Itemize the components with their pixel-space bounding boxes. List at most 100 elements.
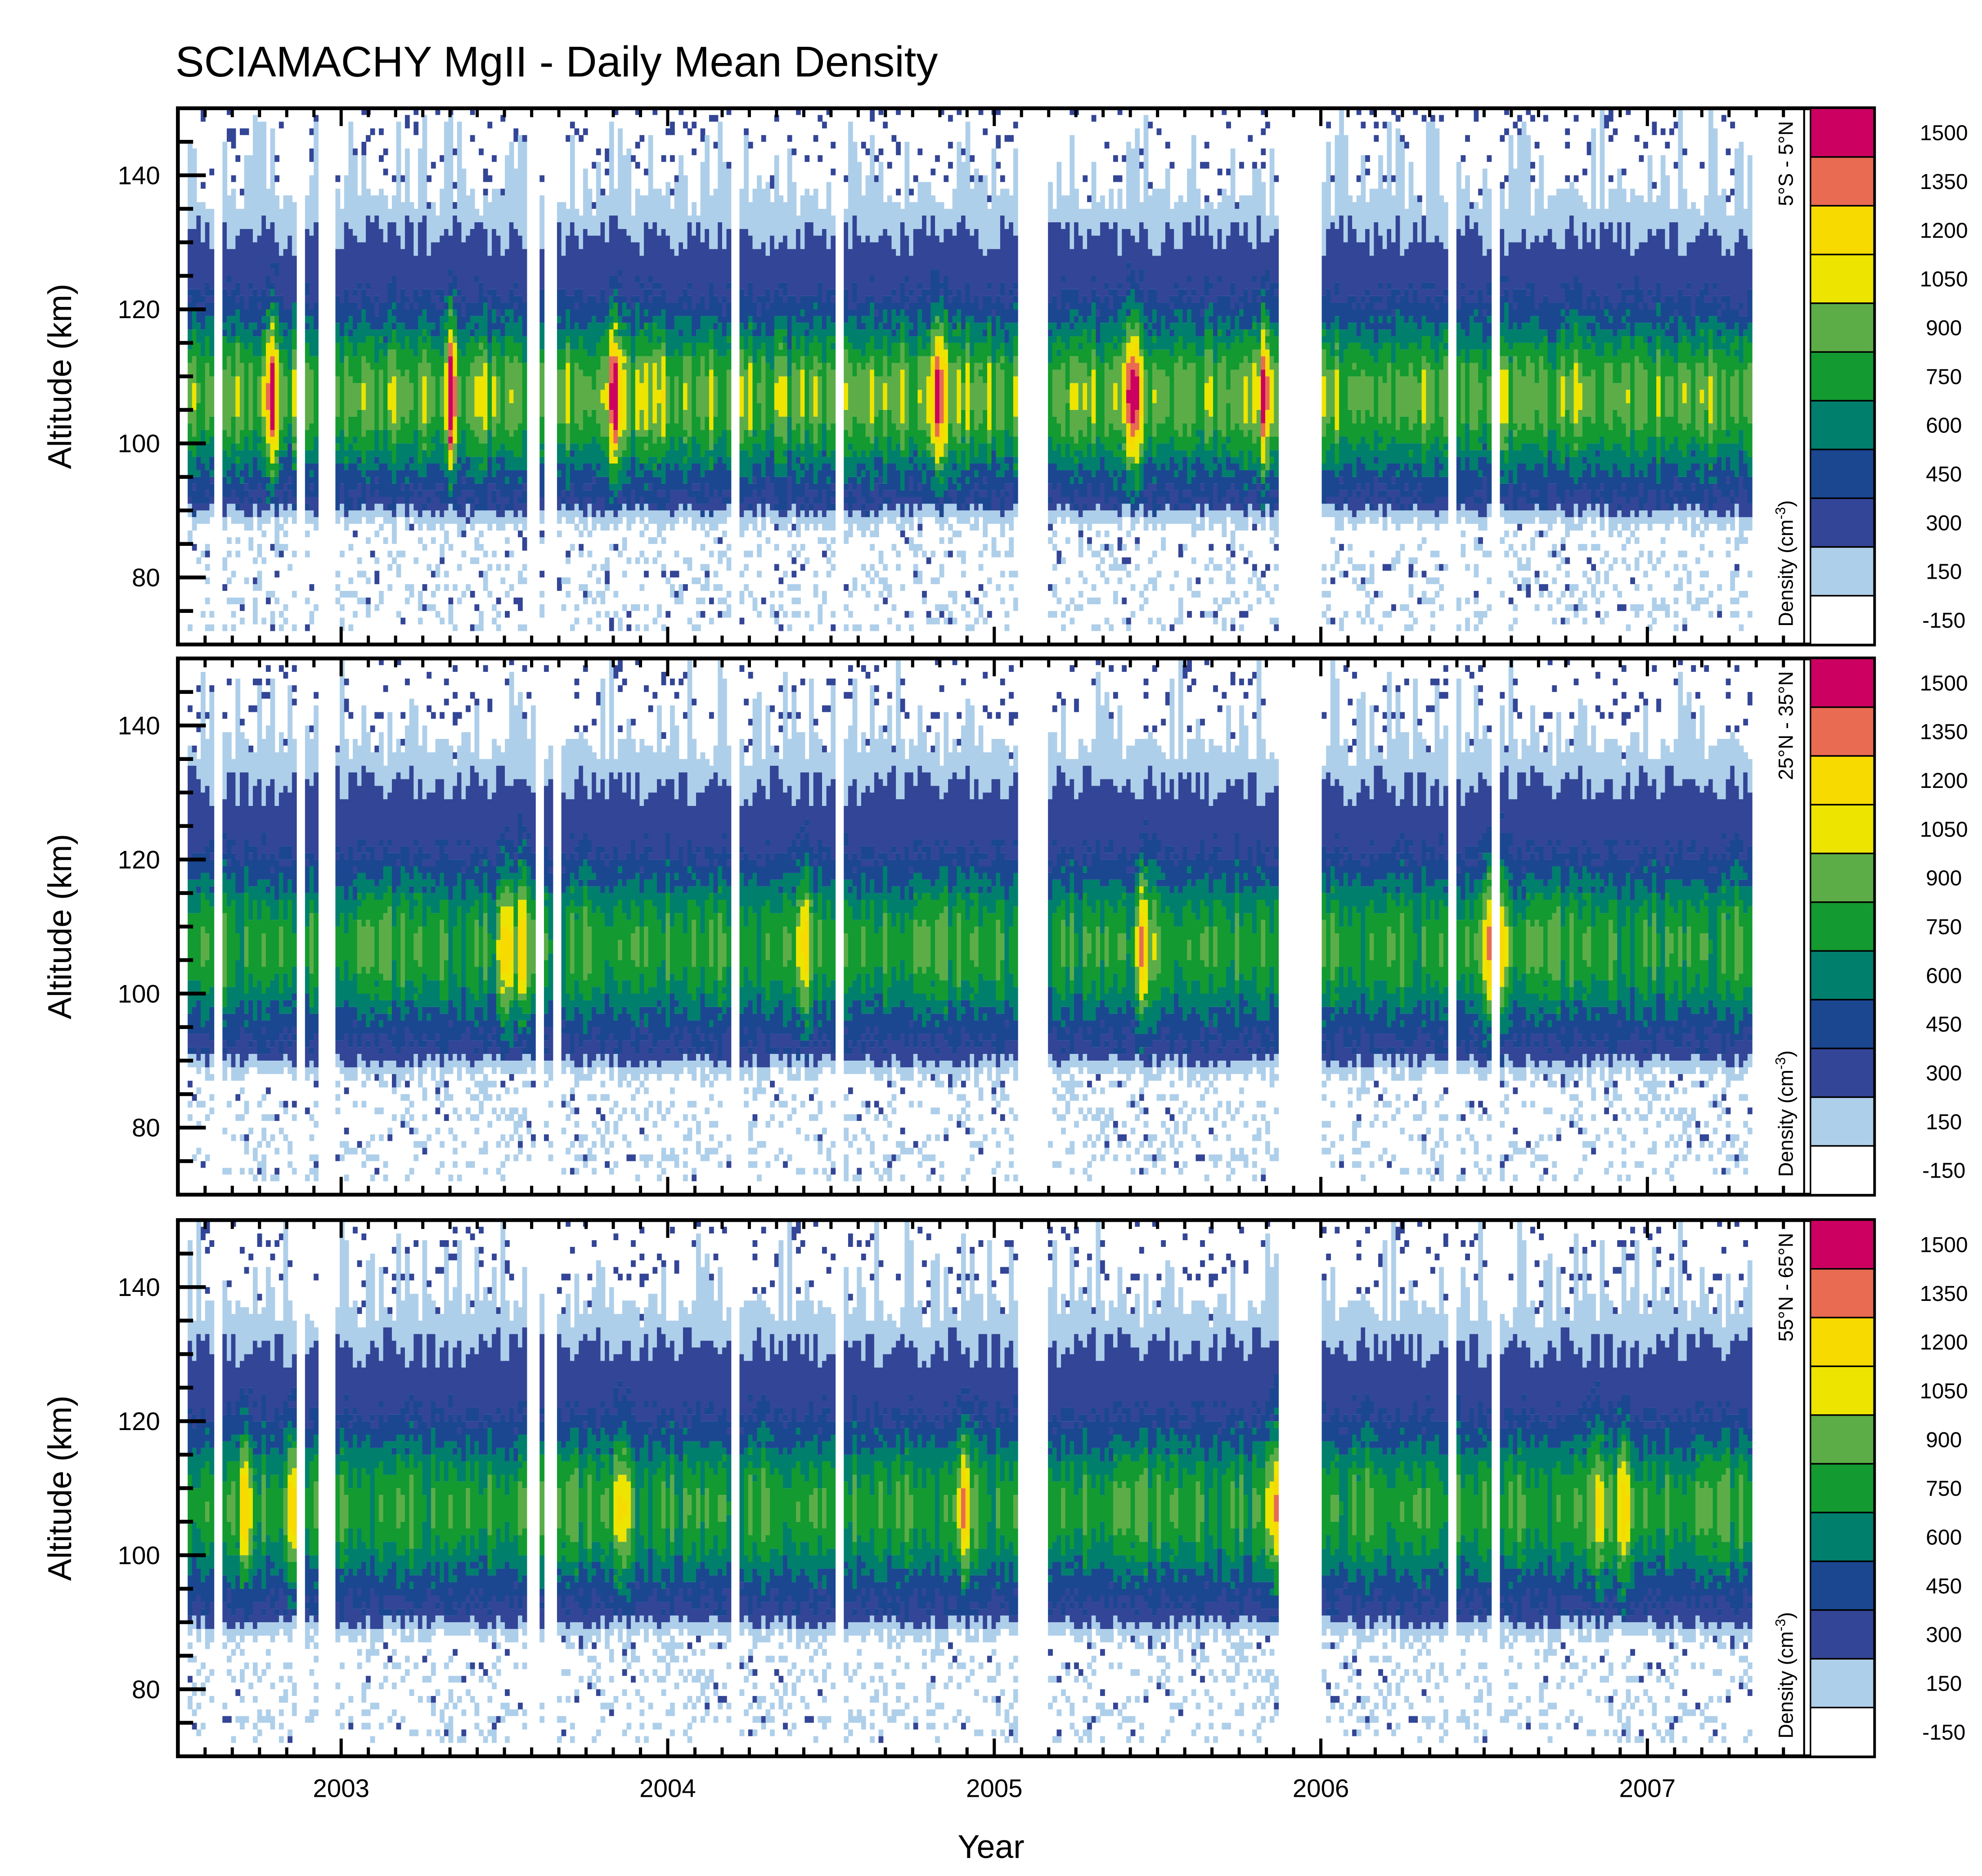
contour-cell [344, 463, 349, 470]
contour-cell [1521, 423, 1527, 444]
contour-cell [1465, 215, 1470, 303]
contour-cell [1352, 577, 1357, 585]
contour-cell [1117, 342, 1123, 356]
contour-cell [939, 282, 944, 289]
contour-cell [370, 195, 375, 222]
contour-cell [1078, 209, 1083, 236]
contour-cell [718, 457, 723, 497]
contour-cell [1091, 510, 1097, 524]
contour-cell [657, 342, 662, 350]
contour-cell [413, 329, 419, 356]
contour-cell [422, 450, 427, 477]
contour-cell [222, 329, 228, 337]
contour-cell [283, 530, 288, 537]
contour-cell [279, 463, 284, 470]
contour-cell [661, 229, 666, 289]
contour-cell [1530, 430, 1535, 444]
contour-cell [626, 557, 632, 564]
contour-cell [1361, 463, 1366, 490]
contour-cell [344, 457, 349, 464]
contour-cell [404, 443, 410, 464]
contour-cell [1074, 457, 1079, 464]
contour-cell [1378, 443, 1383, 450]
contour-cell [1556, 504, 1561, 517]
contour-cell [1083, 296, 1088, 323]
contour-cell [948, 617, 953, 625]
contour-cell [1078, 430, 1083, 450]
contour-cell [592, 202, 597, 209]
contour-cell [305, 430, 310, 450]
contour-cell [1122, 423, 1127, 437]
contour-cell [592, 517, 597, 531]
contour-cell [1356, 510, 1362, 524]
contour-cell [1243, 423, 1249, 437]
contour-cell [1230, 282, 1236, 296]
contour-cell [1052, 564, 1057, 571]
contour-cell [209, 209, 215, 249]
contour-cell [379, 128, 384, 135]
contour-cell [422, 490, 427, 504]
contour-cell [874, 416, 879, 437]
contour-cell [618, 128, 623, 229]
contour-cell [739, 450, 745, 477]
contour-cell [1474, 302, 1479, 310]
contour-cell [1382, 497, 1388, 517]
contour-cell [1122, 209, 1127, 229]
contour-cell [1348, 463, 1353, 497]
contour-cell [1565, 302, 1570, 310]
contour-cell [957, 443, 962, 464]
contour-cell [1330, 222, 1335, 303]
contour-cell [1539, 450, 1544, 464]
contour-cell [1482, 168, 1488, 256]
contour-cell [761, 597, 766, 604]
contour-cell [479, 510, 484, 524]
contour-cell [1091, 276, 1097, 283]
contour-cell [913, 175, 918, 182]
contour-cell [222, 624, 228, 631]
contour-cell [1443, 342, 1448, 350]
contour-cell [1487, 376, 1492, 423]
contour-cell [205, 296, 210, 303]
contour-cell [648, 135, 653, 229]
contour-cell [574, 349, 580, 363]
contour-cell [1239, 510, 1244, 531]
contour-cell [1156, 128, 1162, 135]
contour-cell [1174, 309, 1179, 316]
contour-cell [1421, 504, 1427, 511]
contour-cell [1152, 256, 1157, 289]
contour-cell [1061, 611, 1066, 618]
contour-cell [826, 571, 831, 578]
contour-cell [196, 309, 202, 323]
contour-cell [413, 121, 419, 135]
contour-cell [1148, 483, 1153, 511]
contour-cell [248, 323, 254, 343]
contour-cell [361, 477, 367, 504]
contour-cell [431, 571, 436, 578]
contour-cell [1230, 564, 1236, 571]
contour-cell [1265, 316, 1270, 330]
contour-cell [648, 323, 653, 343]
contour-cell [626, 483, 632, 511]
contour-cell [631, 215, 636, 243]
contour-cell [366, 597, 371, 604]
contour-cell [744, 584, 749, 591]
contour-cell [1265, 336, 1270, 343]
contour-cell [957, 309, 962, 323]
contour-cell [366, 296, 371, 323]
contour-cell [1013, 356, 1018, 377]
contour-cell [1109, 369, 1114, 423]
contour-cell [1326, 497, 1331, 504]
contour-cell [209, 624, 215, 631]
contour-cell [1226, 316, 1231, 330]
contour-cell [400, 202, 406, 249]
contour-cell [1513, 289, 1518, 303]
contour-cell [978, 497, 984, 504]
contour-cell [857, 483, 862, 511]
contour-cell [513, 128, 519, 142]
contour-cell [904, 470, 910, 497]
contour-cell [1517, 450, 1522, 464]
contour-cell [274, 510, 280, 517]
contour-cell [983, 409, 988, 444]
contour-cell [479, 349, 484, 356]
contour-cell [391, 463, 397, 484]
